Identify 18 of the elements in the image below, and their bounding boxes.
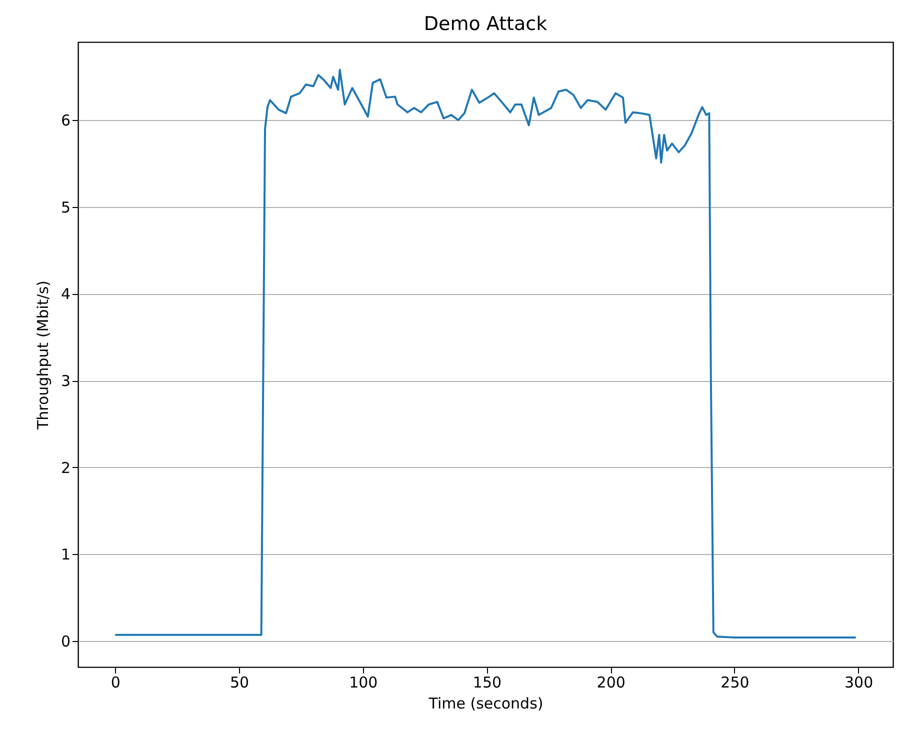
y-axis-title: Throughput (Mbit/s) <box>34 280 52 430</box>
x-tick-label: 0 <box>110 674 120 692</box>
y-tick-label: 6 <box>60 112 70 130</box>
x-axis-title: Time (seconds) <box>428 694 544 712</box>
x-tick-label: 150 <box>472 674 502 692</box>
x-tick-label: 100 <box>349 674 378 692</box>
line-series <box>114 68 857 638</box>
chart-title: Demo Attack <box>424 13 548 35</box>
y-tick-label: 1 <box>60 546 70 564</box>
x-tick-label: 50 <box>230 674 250 692</box>
y-tick-label: 0 <box>60 632 70 650</box>
x-tick-label: 250 <box>720 674 750 692</box>
y-tick-label: 5 <box>60 198 70 216</box>
x-tick-label: 300 <box>844 674 874 692</box>
y-tick-label: 2 <box>60 458 70 477</box>
x-tick-label: 200 <box>596 674 626 692</box>
y-tick-label: 4 <box>60 285 70 304</box>
y-tick-label: 3 <box>60 372 70 390</box>
